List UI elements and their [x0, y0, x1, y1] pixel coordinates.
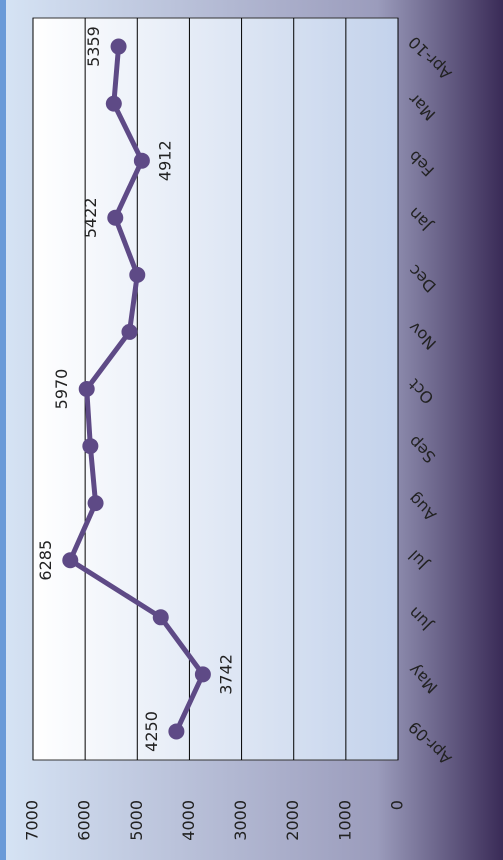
- y-tick-label: 6000: [75, 800, 94, 841]
- data-label: 4250: [142, 711, 161, 752]
- data-label: 5970: [52, 369, 71, 410]
- marker: [107, 209, 124, 226]
- y-tick-label: 7000: [23, 800, 42, 841]
- marker: [133, 152, 150, 169]
- marker: [62, 552, 79, 569]
- marker: [87, 495, 104, 512]
- y-tick-label: 3000: [231, 800, 250, 841]
- y-tick-label: 5000: [127, 800, 146, 841]
- y-tick-label: 4000: [179, 800, 198, 841]
- marker: [121, 323, 138, 340]
- data-label: 6285: [36, 540, 55, 581]
- marker: [82, 438, 99, 455]
- data-label: 4912: [155, 140, 174, 181]
- y-tick-label: 1000: [335, 800, 354, 841]
- data-label: 5422: [81, 197, 100, 238]
- marker: [152, 609, 169, 626]
- data-label: 5359: [84, 26, 103, 67]
- marker: [105, 95, 122, 112]
- marker: [168, 723, 185, 740]
- data-label: 3742: [216, 654, 235, 695]
- marker: [78, 381, 95, 397]
- marker: [194, 666, 211, 683]
- panel-edge: [0, 0, 6, 860]
- y-tick-label: 2000: [283, 800, 302, 841]
- marker: [110, 38, 127, 55]
- y-tick-label: 0: [388, 800, 407, 810]
- marker: [129, 266, 146, 283]
